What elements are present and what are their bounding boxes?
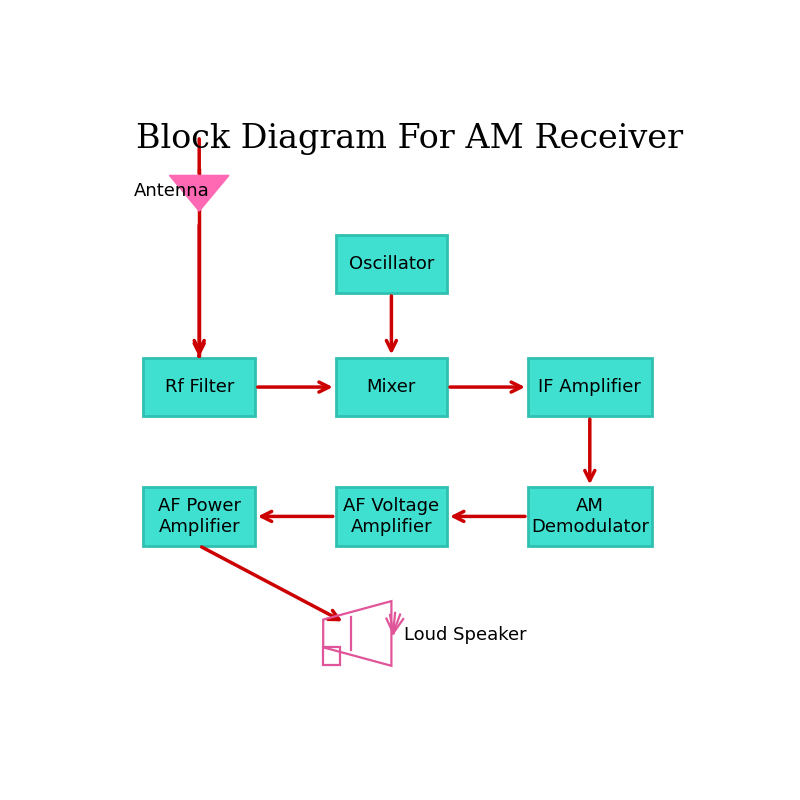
FancyBboxPatch shape — [336, 487, 447, 546]
Text: IF Amplifier: IF Amplifier — [538, 378, 642, 396]
Text: Mixer: Mixer — [366, 378, 416, 396]
Text: AF Power
Amplifier: AF Power Amplifier — [158, 497, 241, 536]
FancyBboxPatch shape — [336, 234, 447, 293]
Text: Block Diagram For AM Receiver: Block Diagram For AM Receiver — [137, 123, 683, 155]
Polygon shape — [170, 175, 229, 211]
Text: AF Voltage
Amplifier: AF Voltage Amplifier — [343, 497, 439, 536]
FancyBboxPatch shape — [336, 358, 447, 416]
FancyBboxPatch shape — [143, 487, 255, 546]
Text: Loud Speaker: Loud Speaker — [404, 626, 526, 644]
FancyBboxPatch shape — [528, 358, 652, 416]
Text: AM
Demodulator: AM Demodulator — [531, 497, 649, 536]
Text: Rf Filter: Rf Filter — [165, 378, 234, 396]
FancyBboxPatch shape — [528, 487, 652, 546]
Text: Antenna: Antenna — [134, 182, 210, 201]
FancyBboxPatch shape — [143, 358, 255, 416]
Text: Oscillator: Oscillator — [349, 255, 434, 273]
